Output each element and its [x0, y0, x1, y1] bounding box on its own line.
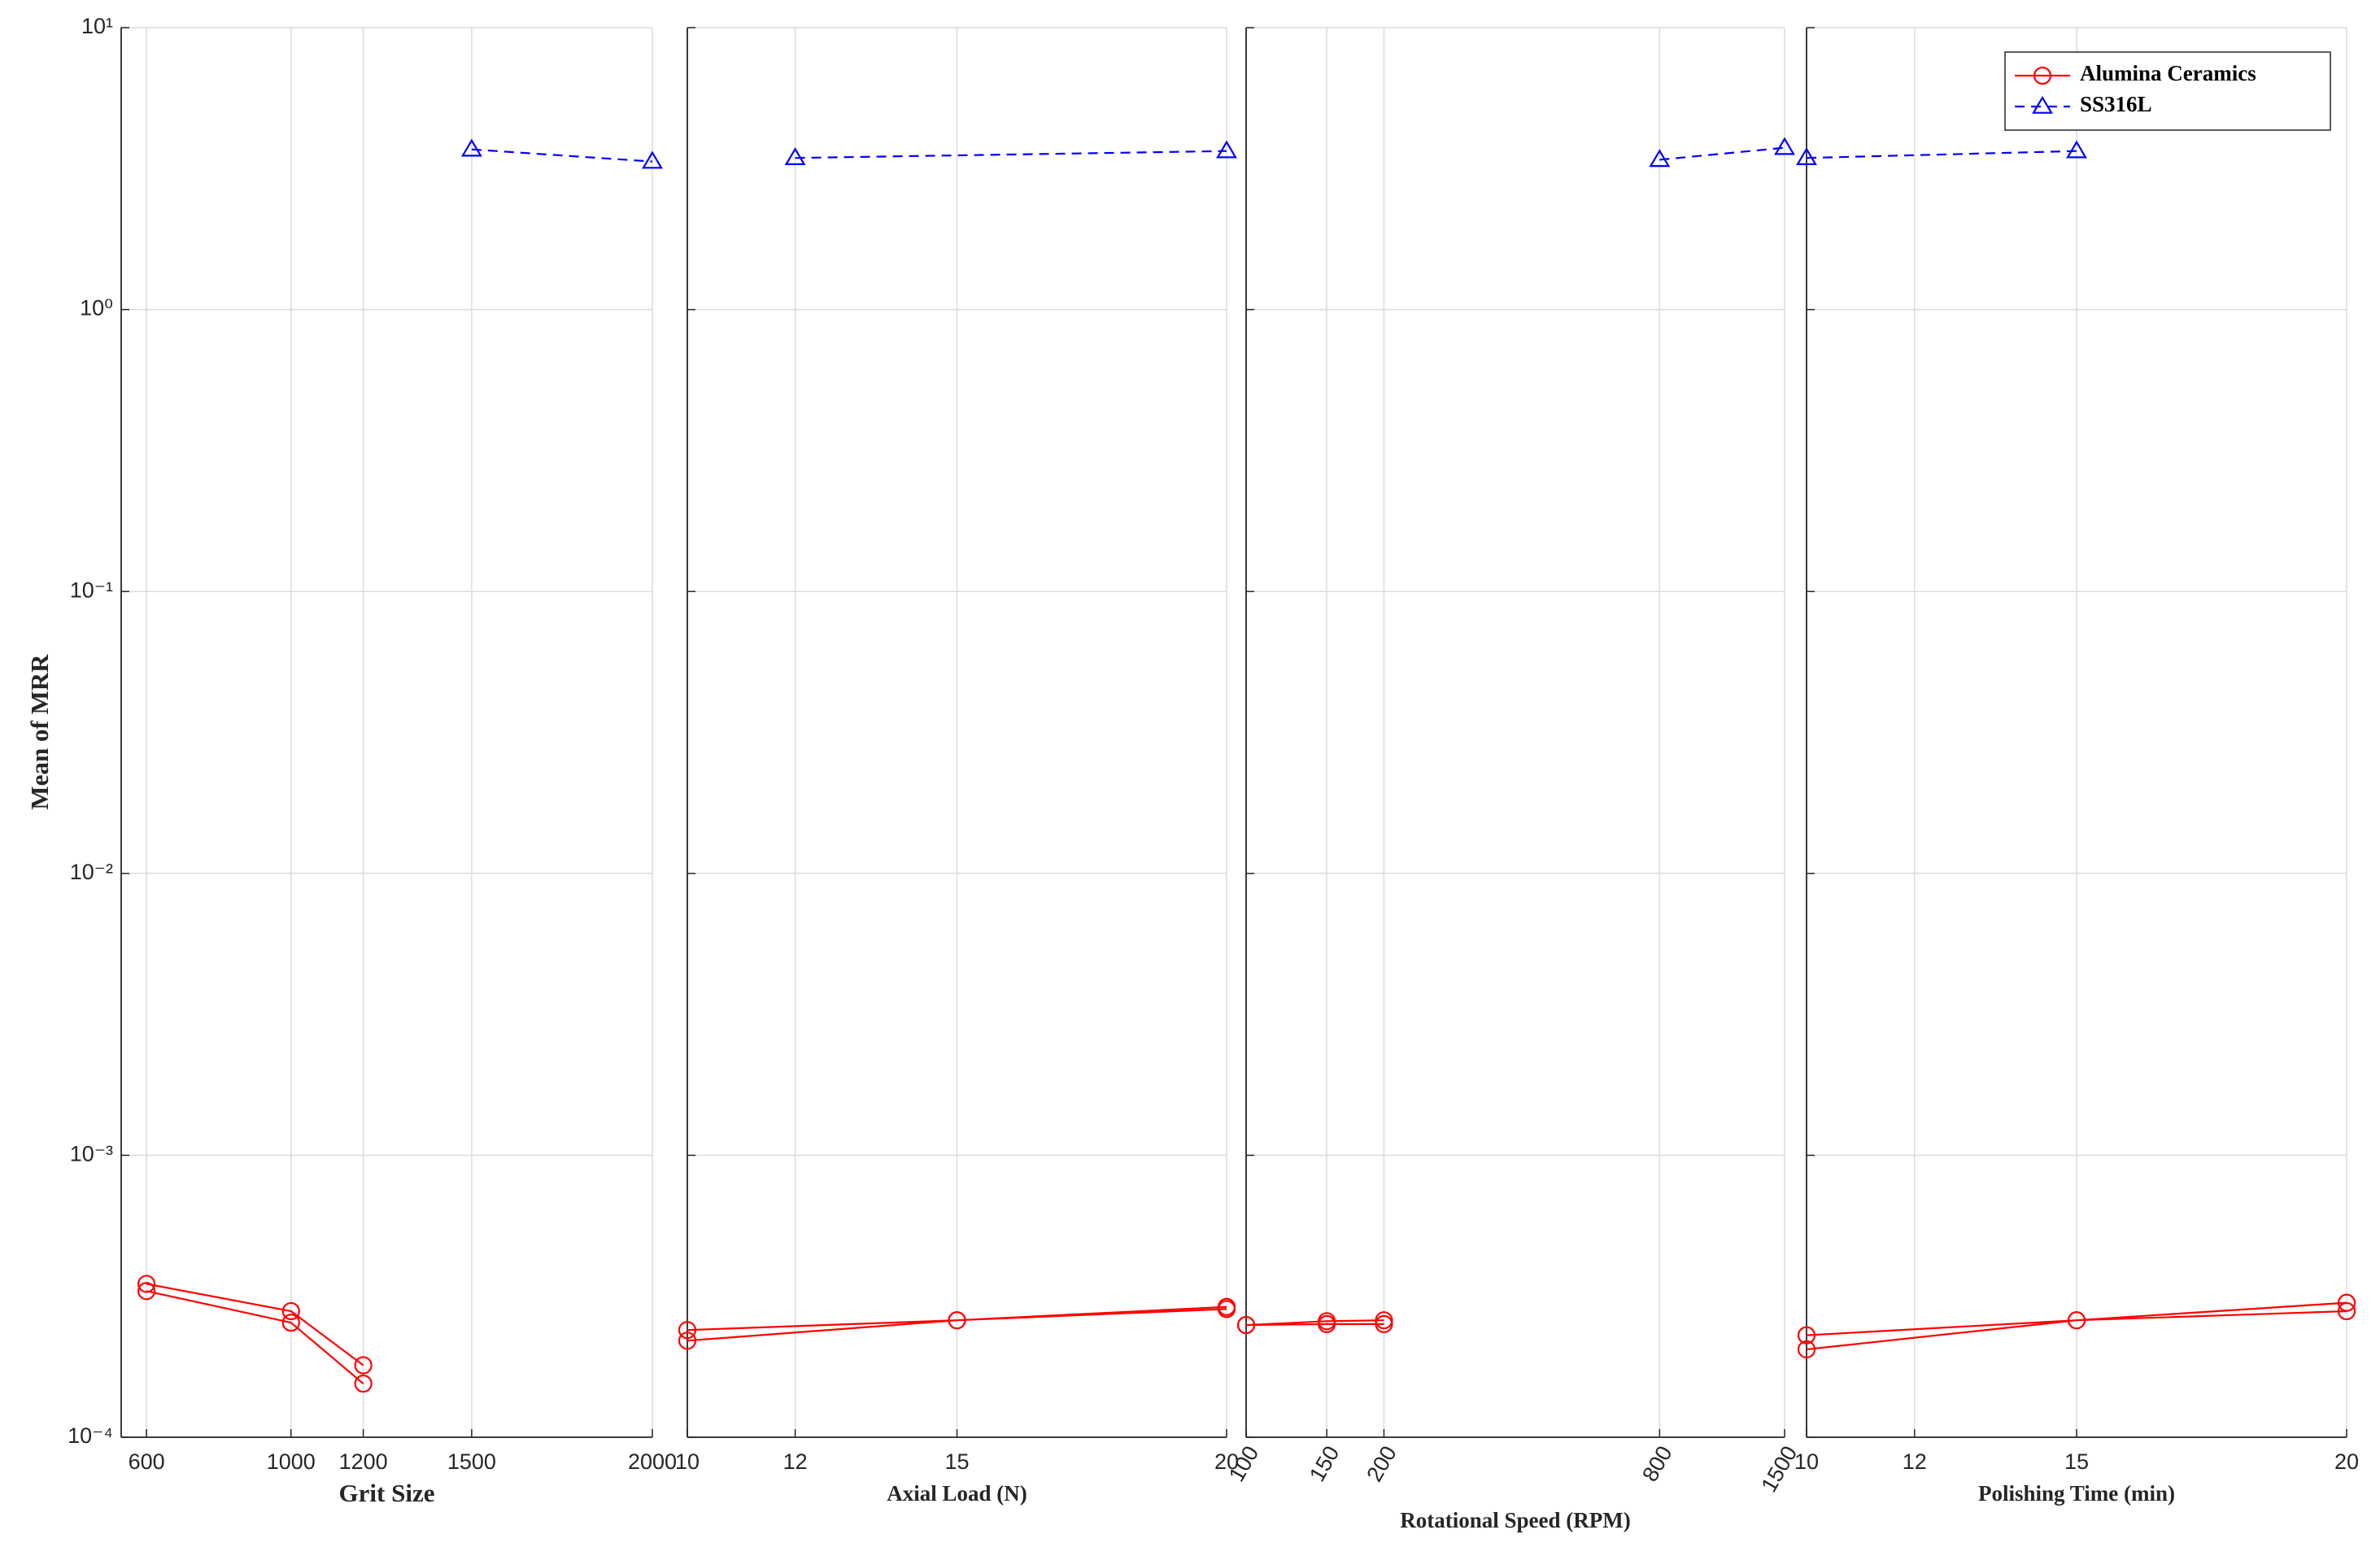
x-axis-label: Rotational Speed (RPM): [1400, 1508, 1630, 1532]
x-tick-label: 12: [1903, 1449, 1927, 1474]
circle-marker: [354, 1356, 373, 1375]
series-line: [1806, 1301, 2347, 1351]
series-line: [471, 148, 653, 163]
legend-label: SS316L: [2080, 92, 2152, 116]
circle-marker: [137, 1282, 156, 1301]
y-tick-label: 10⁻³: [70, 1142, 113, 1166]
legend-marker: [2032, 95, 2053, 114]
series-line: [146, 1283, 364, 1384]
x-axis-label: Grit Size: [339, 1479, 435, 1507]
triangle-marker: [2066, 140, 2087, 159]
x-tick-label: 1500: [447, 1449, 496, 1474]
triangle-marker: [784, 147, 806, 165]
circle-marker: [2337, 1293, 2356, 1312]
triangle-marker: [1216, 140, 1237, 159]
circle-marker: [1236, 1315, 1256, 1335]
x-tick-label: 2000: [628, 1449, 677, 1474]
legend-label: Alumina Ceramics: [2080, 61, 2256, 85]
circle-marker: [137, 1275, 156, 1293]
y-tick-label: 10⁻⁴: [68, 1423, 113, 1448]
x-tick-label: 1200: [339, 1449, 388, 1474]
circle-marker: [948, 1311, 966, 1330]
x-tick-label: 20: [2334, 1449, 2359, 1474]
series-line: [1659, 146, 1785, 161]
triangle-marker: [1774, 137, 1795, 155]
y-tick-label: 10⁻¹: [70, 578, 113, 602]
legend-marker: [2033, 66, 2052, 85]
x-axis-label: Axial Load (N): [887, 1481, 1027, 1506]
x-tick-label: 10: [675, 1449, 700, 1474]
x-tick-label: 1000: [267, 1449, 316, 1474]
circle-marker: [354, 1374, 373, 1393]
triangle-marker: [1796, 147, 1817, 165]
circle-marker: [281, 1313, 300, 1332]
triangle-marker: [1649, 149, 1671, 168]
series-line: [795, 150, 1227, 159]
legend-box: [2004, 51, 2331, 131]
x-tick-label: 20: [1214, 1449, 1239, 1474]
triangle-marker: [642, 150, 663, 169]
circle-marker: [1375, 1314, 1393, 1333]
y-tick-label: 10⁰: [80, 296, 113, 320]
y-tick-label: 10¹: [81, 14, 113, 38]
circle-marker: [2337, 1301, 2356, 1321]
x-tick-label: 600: [129, 1449, 165, 1474]
series-line: [1806, 150, 2077, 159]
x-tick-label: 10: [1794, 1449, 1819, 1474]
x-tick-label: 15: [944, 1449, 969, 1474]
x-tick-label: 15: [2064, 1449, 2089, 1474]
x-axis-label: Polishing Time (min): [1978, 1481, 2175, 1506]
series-line: [687, 1305, 1227, 1342]
circle-marker: [2067, 1311, 2086, 1330]
y-tick-label: 10⁻²: [70, 860, 113, 884]
series-line: [1245, 1319, 1384, 1327]
circle-marker: [678, 1321, 697, 1340]
circle-marker: [1318, 1314, 1336, 1333]
circle-marker: [678, 1332, 697, 1350]
circle-marker: [281, 1301, 300, 1321]
circle-marker: [1217, 1297, 1236, 1316]
circle-marker: [1797, 1340, 1816, 1359]
x-tick-label: 12: [783, 1449, 808, 1474]
y-axis-label: Mean of MRR: [25, 654, 54, 810]
triangle-marker: [460, 138, 482, 157]
circle-marker: [1797, 1326, 1816, 1345]
